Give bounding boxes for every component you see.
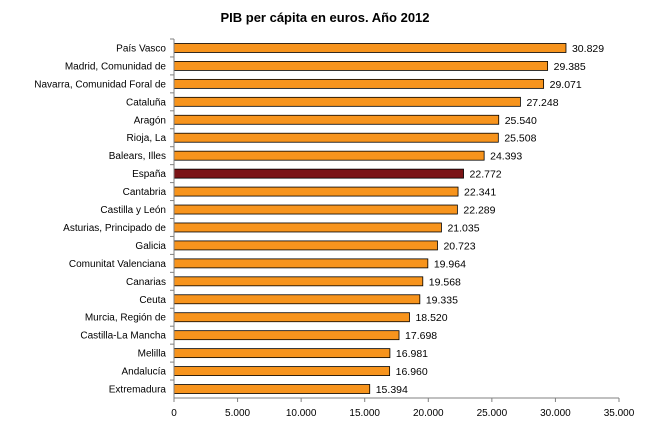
category-label: Castilla-La Mancha xyxy=(80,331,166,342)
x-tick-label: 15.000 xyxy=(349,408,380,419)
category-label: Madrid, Comunidad de xyxy=(65,61,167,72)
bar xyxy=(173,168,464,179)
data-label: 16.960 xyxy=(396,366,428,378)
data-label: 22.772 xyxy=(470,169,502,181)
chart-title: PIB per cápita en euros. Año 2012 xyxy=(220,10,429,25)
data-label: 30.829 xyxy=(572,43,604,55)
category-label: Castilla y León xyxy=(100,205,166,216)
category-label: Comunitat Valenciana xyxy=(69,259,167,270)
data-label: 19.964 xyxy=(434,258,466,270)
category-label: Extremadura xyxy=(109,385,167,396)
data-label: 19.568 xyxy=(429,276,461,288)
category-label: España xyxy=(132,169,166,180)
x-tick-label: 20.000 xyxy=(413,408,444,419)
category-label: País Vasco xyxy=(116,43,166,54)
data-label: 29.385 xyxy=(554,61,586,73)
bar xyxy=(173,348,391,359)
bar xyxy=(173,258,429,269)
data-label: 25.508 xyxy=(504,133,536,145)
bar xyxy=(173,132,499,143)
category-label: Canarias xyxy=(126,277,166,288)
bar xyxy=(173,61,549,71)
category-label: Galicia xyxy=(135,241,166,252)
bar xyxy=(173,186,459,197)
data-label: 19.335 xyxy=(426,294,458,306)
bar xyxy=(173,240,438,251)
bar xyxy=(173,384,371,394)
bar xyxy=(173,96,521,107)
data-label: 16.981 xyxy=(396,348,428,360)
data-label: 22.341 xyxy=(464,187,496,199)
category-label: Asturias, Principado de xyxy=(63,223,166,234)
bar xyxy=(173,330,400,341)
data-label: 25.540 xyxy=(505,115,537,127)
data-label: 15.394 xyxy=(376,384,408,396)
data-label: 24.393 xyxy=(490,151,522,163)
bars-layer: 30.829 29.385 29.071 27.248 25.540 25.508 24.3… xyxy=(173,43,604,396)
x-tick-label: 5.000 xyxy=(225,408,250,419)
bar xyxy=(173,276,424,287)
category-label: Cataluña xyxy=(126,97,166,108)
axes-layer: País Vasco Madrid, Comunidad de Navarra, C… xyxy=(34,38,635,419)
category-label: Ceuta xyxy=(139,295,166,306)
category-label: Melilla xyxy=(138,349,167,360)
data-label: 17.698 xyxy=(405,330,437,342)
data-label: 20.723 xyxy=(443,240,475,252)
category-label: Aragón xyxy=(134,115,166,126)
data-label: 22.289 xyxy=(463,205,495,217)
category-label: Rioja, La xyxy=(127,133,167,144)
bar xyxy=(173,222,442,233)
x-tick-label: 25.000 xyxy=(477,408,508,419)
data-label: 27.248 xyxy=(526,97,558,109)
x-tick-label: 10.000 xyxy=(286,408,317,419)
data-label: 29.071 xyxy=(550,79,582,91)
bar xyxy=(173,150,485,161)
data-label: 21.035 xyxy=(447,222,479,234)
x-tick-label: 0 xyxy=(171,408,177,419)
category-label: Andalucía xyxy=(122,367,167,378)
category-label: Cantabria xyxy=(123,187,167,198)
category-label: Balears, Illes xyxy=(109,151,166,162)
bar xyxy=(173,204,458,215)
x-tick-label: 35.000 xyxy=(604,408,635,419)
bar xyxy=(173,312,410,323)
bar xyxy=(173,366,391,376)
bar xyxy=(173,114,500,125)
bar xyxy=(173,78,545,89)
bar xyxy=(173,294,421,305)
category-label: Murcia, Región de xyxy=(85,313,167,324)
x-tick-label: 30.000 xyxy=(540,408,571,419)
bar xyxy=(173,43,567,53)
data-label: 18.520 xyxy=(415,312,447,324)
category-label: Navarra, Comunidad Foral de xyxy=(34,79,166,90)
